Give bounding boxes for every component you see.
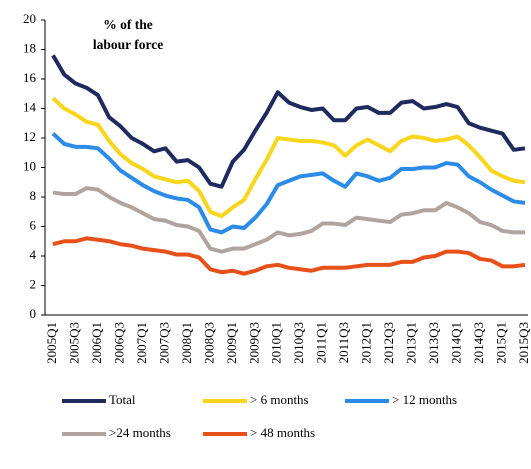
chart-title: labour force (93, 37, 163, 52)
x-tick-label: 2015Q1 (494, 322, 509, 364)
y-tick-label: 2 (30, 276, 37, 291)
x-tick-label: 2014Q3 (471, 322, 486, 364)
x-tick-label: 2014Q1 (449, 322, 464, 364)
series-line (51, 132, 526, 235)
x-tick-label: 2008Q1 (179, 322, 194, 364)
y-tick-label: 18 (23, 40, 36, 55)
y-tick-label: 10 (23, 158, 36, 173)
series-line (51, 96, 526, 219)
y-tick-label: 20 (23, 11, 36, 26)
y-tick-label: 4 (30, 247, 37, 262)
series-line (52, 236, 526, 276)
x-tick-label: 2005Q1 (44, 322, 59, 364)
x-tick-label: 2013Q3 (426, 322, 441, 364)
x-tick-label: 2007Q1 (134, 322, 149, 364)
x-tick-label: 2006Q1 (89, 322, 104, 364)
x-tick-label: 2005Q3 (66, 322, 81, 364)
x-tick-label: 2009Q1 (224, 322, 239, 364)
x-tick-label: 2008Q3 (201, 322, 216, 364)
x-tick-label: 2010Q1 (269, 322, 284, 364)
series-line (51, 54, 526, 189)
chart-title: % of the (103, 17, 153, 32)
y-tick-label: 8 (30, 188, 37, 203)
legend-label: > 12 months (392, 392, 457, 407)
series-line (52, 186, 525, 254)
y-tick-label: 16 (23, 70, 37, 85)
x-tick-label: 2011Q1 (314, 322, 329, 363)
x-tick-label: 2012Q1 (359, 322, 374, 364)
legend-label: > 6 months (250, 392, 309, 407)
y-tick-label: 0 (30, 306, 37, 321)
x-tick-label: 2009Q3 (246, 322, 261, 364)
x-tick-label: 2010Q3 (291, 322, 306, 364)
x-tick-label: 2007Q3 (156, 322, 171, 364)
x-tick-label: 2013Q1 (404, 322, 419, 364)
x-tick-label: 2015Q3 (516, 322, 531, 364)
x-tick-label: 2006Q3 (111, 322, 126, 364)
y-tick-label: 14 (23, 99, 37, 114)
legend-label: > 48 months (250, 425, 315, 440)
y-tick-label: 12 (23, 129, 36, 144)
legend-label: Total (109, 392, 136, 407)
x-tick-label: 2012Q3 (381, 322, 396, 364)
x-tick-label: 2011Q3 (336, 322, 351, 363)
y-tick-label: 6 (30, 217, 37, 232)
legend-label: >24 months (109, 425, 171, 440)
